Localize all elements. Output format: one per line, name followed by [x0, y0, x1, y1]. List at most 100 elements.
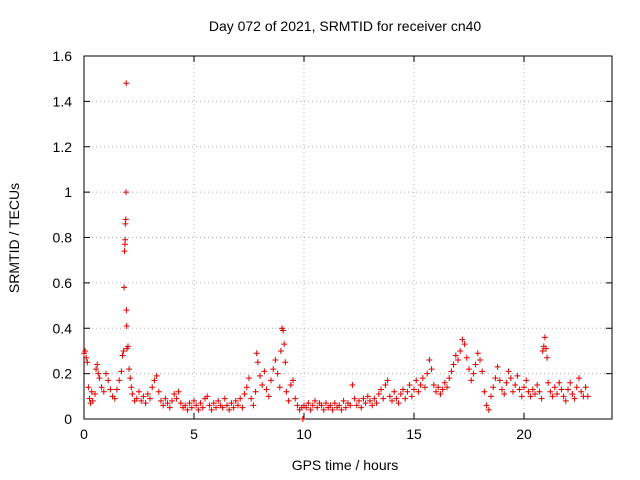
data-point — [285, 397, 292, 404]
data-point — [177, 400, 184, 407]
data-point — [169, 397, 175, 404]
data-point — [195, 406, 202, 413]
data-point — [263, 386, 270, 393]
data-point — [142, 400, 149, 407]
data-point — [362, 400, 369, 407]
data-point — [123, 80, 130, 87]
data-point — [276, 384, 283, 391]
data-point — [338, 406, 345, 413]
data-point — [122, 236, 129, 243]
data-points — [81, 80, 591, 422]
data-point — [501, 391, 508, 398]
data-point — [85, 384, 92, 391]
data-point — [314, 404, 321, 411]
data-point — [543, 345, 549, 352]
data-point — [287, 381, 294, 388]
data-point — [386, 393, 393, 400]
data-point — [560, 393, 567, 400]
data-point — [191, 397, 197, 404]
data-point — [206, 402, 213, 409]
data-point — [259, 381, 266, 388]
data-point — [400, 386, 406, 393]
data-point — [95, 370, 102, 377]
data-point — [483, 402, 490, 409]
data-point — [305, 400, 312, 407]
data-point — [521, 384, 527, 391]
data-point — [444, 384, 450, 391]
data-point — [397, 391, 404, 398]
data-point — [175, 388, 182, 395]
data-point — [82, 347, 89, 354]
data-point — [474, 350, 481, 357]
data-point — [492, 375, 499, 382]
data-point — [92, 391, 98, 398]
data-point — [246, 375, 252, 382]
data-point — [93, 366, 100, 373]
data-point — [197, 400, 204, 407]
data-point — [406, 381, 413, 388]
data-point — [582, 384, 589, 391]
data-point — [356, 397, 362, 404]
data-point — [294, 402, 301, 409]
data-point — [422, 384, 428, 391]
data-point — [510, 388, 516, 395]
data-point — [413, 377, 420, 384]
data-point — [549, 393, 556, 400]
data-point — [336, 402, 343, 409]
data-point — [547, 388, 554, 395]
data-point — [133, 395, 140, 402]
data-point — [523, 377, 530, 384]
data-point — [514, 372, 521, 379]
data-point — [208, 406, 215, 413]
grid-lines — [84, 56, 612, 419]
data-point — [419, 375, 426, 382]
data-point — [98, 384, 105, 391]
data-point — [144, 391, 151, 398]
data-point — [402, 395, 409, 402]
data-point — [457, 347, 464, 354]
data-point — [576, 375, 582, 382]
data-point — [538, 395, 545, 402]
data-point — [89, 397, 96, 404]
data-point — [534, 381, 541, 388]
data-point — [340, 397, 347, 404]
data-point — [283, 388, 290, 395]
data-point — [186, 400, 193, 407]
data-point — [290, 377, 296, 384]
data-point — [391, 388, 398, 395]
data-point — [84, 359, 91, 366]
data-point — [274, 370, 281, 377]
y-tick-label: 1.2 — [53, 139, 73, 155]
data-point — [499, 386, 505, 393]
data-point — [122, 216, 129, 223]
data-point — [138, 397, 145, 404]
data-point — [155, 388, 162, 395]
data-point — [371, 395, 378, 402]
data-point — [461, 341, 468, 348]
data-point — [281, 341, 288, 348]
data-point — [382, 381, 389, 388]
data-point — [360, 395, 367, 402]
data-point — [299, 416, 306, 422]
data-point — [408, 393, 415, 400]
data-point — [380, 395, 387, 402]
data-point — [254, 359, 261, 366]
data-point — [459, 336, 466, 343]
data-point — [120, 347, 127, 354]
data-point — [151, 377, 158, 384]
data-point — [307, 406, 314, 413]
data-point — [481, 388, 488, 395]
data-point — [140, 393, 147, 400]
data-point — [541, 334, 548, 341]
data-point — [466, 366, 472, 373]
data-point — [367, 397, 373, 404]
data-point — [349, 381, 356, 388]
data-point — [153, 372, 160, 379]
data-point — [556, 379, 563, 386]
data-point — [292, 395, 299, 402]
data-point — [565, 386, 571, 393]
data-point — [477, 357, 483, 364]
data-point — [173, 395, 180, 402]
